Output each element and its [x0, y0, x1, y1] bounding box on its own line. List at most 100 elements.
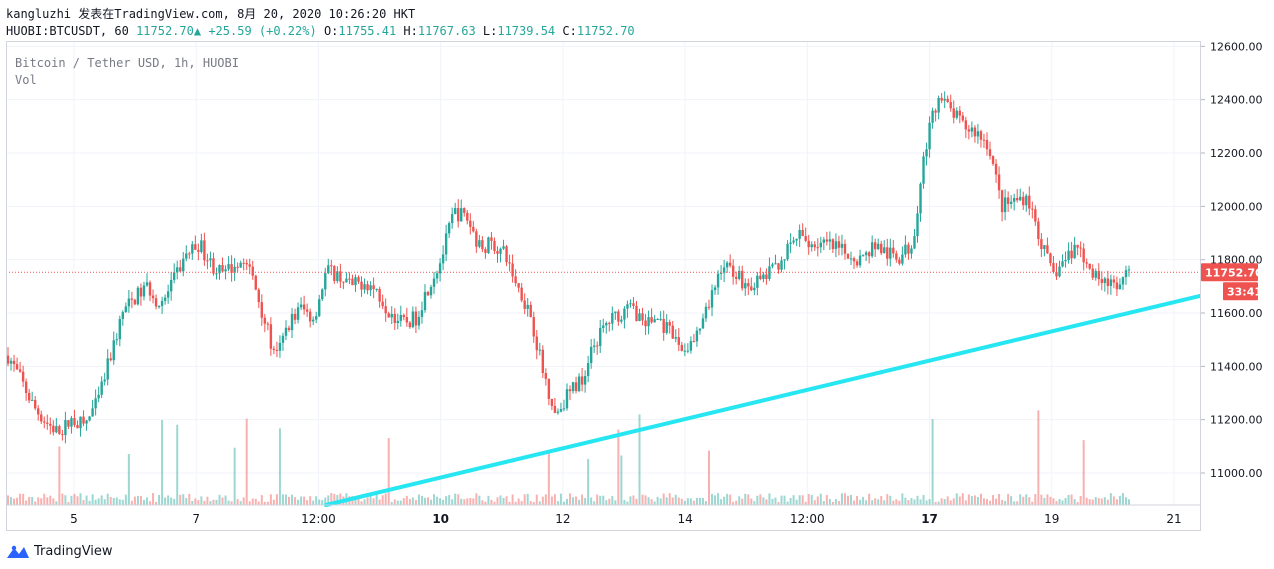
candle-body: [852, 258, 856, 262]
trend-line[interactable]: [324, 293, 1201, 507]
volume-bar: [541, 496, 544, 505]
price-axis[interactable]: 11000.0011200.0011400.0011600.0011800.00…: [1201, 41, 1274, 531]
candle-body: [910, 248, 913, 254]
candle-body: [496, 251, 499, 254]
candle-body: [988, 149, 992, 157]
volume-bar: [662, 493, 665, 505]
volume-bar: [390, 501, 393, 505]
candle-body: [302, 304, 306, 310]
candle-body: [599, 327, 602, 347]
candle-body: [644, 320, 647, 327]
candle-body: [333, 266, 336, 282]
volume-bar: [587, 459, 590, 505]
volume-bar: [982, 498, 985, 505]
candle-body: [360, 281, 363, 290]
volume-bar: [109, 496, 112, 505]
volume-bar: [417, 494, 420, 505]
volume-bar: [206, 496, 209, 505]
candle-body: [1043, 245, 1046, 250]
volume-bar: [952, 498, 955, 505]
volume-bar: [354, 496, 357, 505]
candle-body: [18, 369, 22, 372]
candle-body: [1055, 272, 1058, 277]
candle-body: [145, 282, 149, 286]
candle-body: [423, 291, 427, 311]
candle-body: [49, 423, 52, 426]
volume-bar: [910, 498, 913, 505]
candle-body: [901, 254, 904, 264]
volume-bar: [221, 497, 224, 505]
volume-bar: [774, 497, 777, 505]
low-value: 11739.54: [497, 24, 556, 38]
volume-bar: [698, 497, 701, 505]
volume-bar: [1076, 501, 1079, 505]
candle-body: [931, 110, 934, 123]
candle-body: [789, 242, 792, 244]
volume-bar: [251, 498, 254, 505]
volume-bar: [1103, 497, 1106, 505]
candle-body: [118, 319, 121, 340]
volume-bar: [1097, 498, 1100, 505]
volume-bar: [1085, 497, 1088, 505]
price-chart[interactable]: 5 7 12:00 10 12 14 12:00 17 19 21: [6, 41, 1201, 531]
volume-bar: [593, 501, 596, 505]
price-tick-label: 12000.00: [1210, 200, 1263, 213]
candle-body: [1085, 262, 1088, 264]
candle-body: [1100, 279, 1104, 284]
volume-bar: [257, 501, 260, 505]
volume-bar: [892, 500, 895, 505]
volume-bar: [423, 497, 426, 505]
volume-bar: [647, 497, 650, 505]
candle-body: [251, 266, 254, 276]
volume-bar: [692, 500, 695, 505]
volume-bar: [813, 500, 816, 505]
volume-bar: [798, 495, 801, 505]
volume-bar: [149, 501, 152, 505]
volume-bar: [1115, 499, 1118, 505]
volume-bar: [445, 496, 448, 505]
volume-bar: [118, 499, 121, 505]
candle-body: [469, 220, 472, 227]
volume-bar: [985, 499, 988, 505]
candle-body: [958, 110, 961, 116]
volume-bar: [970, 496, 973, 505]
candle-body: [37, 408, 40, 415]
volume-bar: [581, 494, 584, 505]
volume-bar: [880, 496, 883, 505]
volume-bar: [61, 493, 64, 505]
volume-bar: [550, 496, 553, 505]
candle-body: [233, 266, 236, 273]
volume-bar: [937, 501, 940, 505]
candle-body: [753, 287, 756, 291]
candle-body: [605, 322, 608, 326]
last-price-badge-text: 11752.70: [1205, 266, 1263, 279]
candle-body: [1070, 250, 1073, 259]
candle-body: [314, 316, 318, 320]
candle-body: [544, 372, 548, 379]
volume-bar: [372, 498, 375, 505]
candle-body: [786, 243, 789, 260]
volume-bar: [943, 499, 946, 505]
volume-bar: [176, 424, 179, 505]
volume-bar: [562, 501, 565, 505]
candle-body: [949, 102, 952, 109]
high-label: H:: [403, 24, 418, 38]
volume-bar: [683, 500, 686, 505]
candle-body: [877, 243, 880, 250]
volume-bar: [49, 495, 52, 505]
candle-body: [336, 271, 339, 282]
candle-body: [224, 269, 227, 272]
candle-body: [215, 273, 218, 275]
volume-bar: [735, 500, 738, 505]
candle-body: [946, 98, 949, 103]
time-tick-label: 17: [921, 512, 938, 526]
volume-bar: [913, 499, 916, 505]
candle-body: [493, 240, 496, 252]
volume-bar: [898, 500, 901, 505]
volume-bar: [73, 493, 76, 505]
volume-bar: [155, 501, 158, 505]
volume-bar: [170, 497, 173, 505]
candle-body: [698, 328, 702, 331]
volume-bar: [523, 494, 526, 505]
volume-bar: [967, 494, 970, 505]
